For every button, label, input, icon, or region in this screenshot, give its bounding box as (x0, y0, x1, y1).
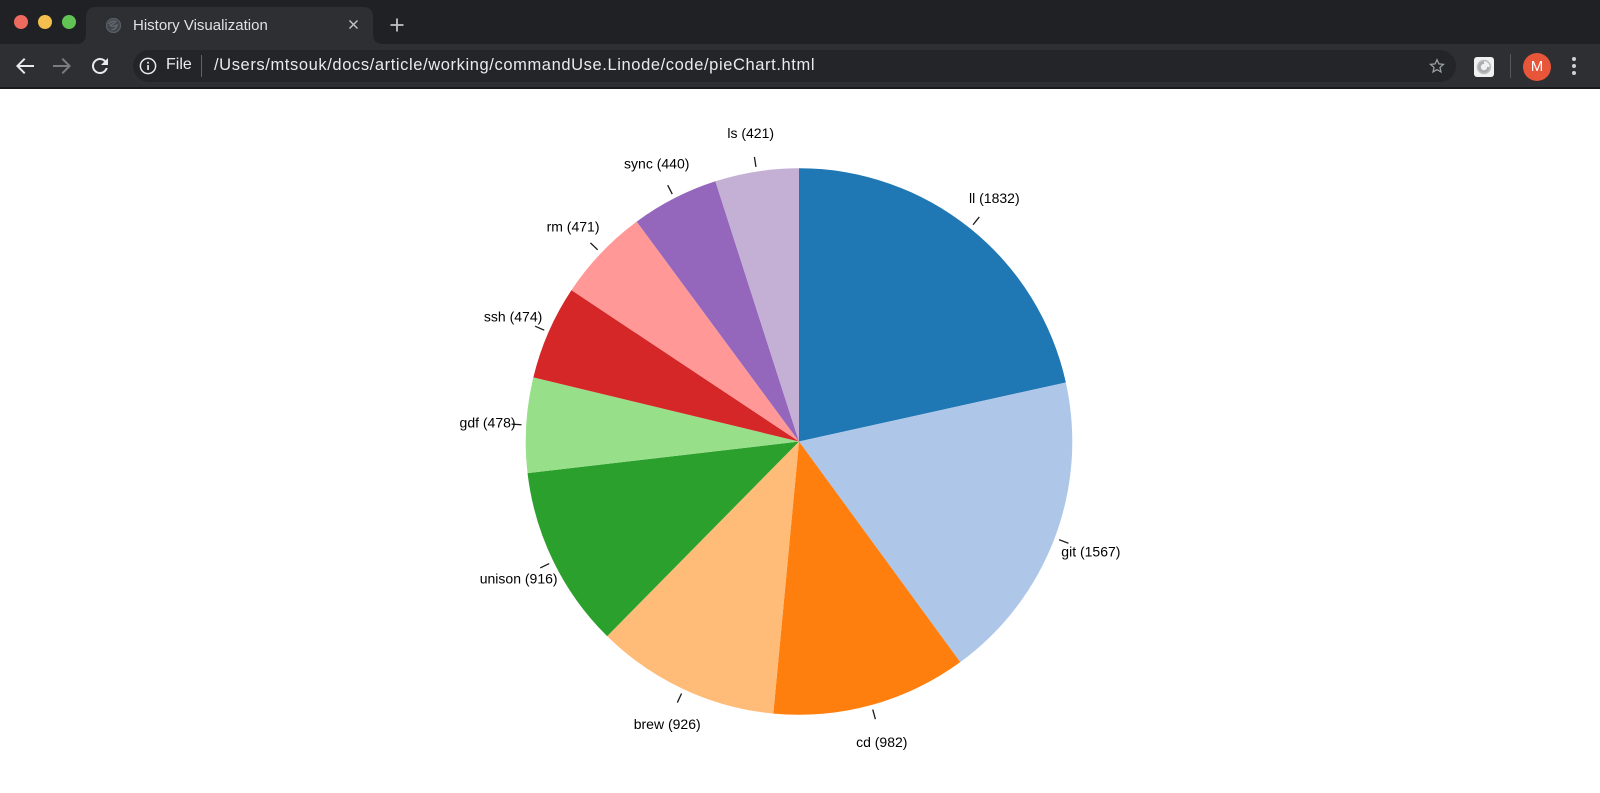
svg-text:sync (440): sync (440) (624, 156, 689, 172)
svg-text:gdf (478): gdf (478) (460, 415, 516, 431)
svg-text:cd (982): cd (982) (856, 734, 907, 750)
svg-text:ssh (474): ssh (474) (484, 308, 542, 324)
svg-text:unison (916): unison (916) (480, 570, 558, 586)
svg-text:rm (471): rm (471) (547, 218, 600, 234)
svg-text:brew (926): brew (926) (634, 716, 701, 732)
svg-text:ls (421): ls (421) (727, 125, 774, 141)
svg-text:ll (1832): ll (1832) (969, 190, 1020, 206)
svg-text:git (1567): git (1567) (1061, 544, 1120, 560)
